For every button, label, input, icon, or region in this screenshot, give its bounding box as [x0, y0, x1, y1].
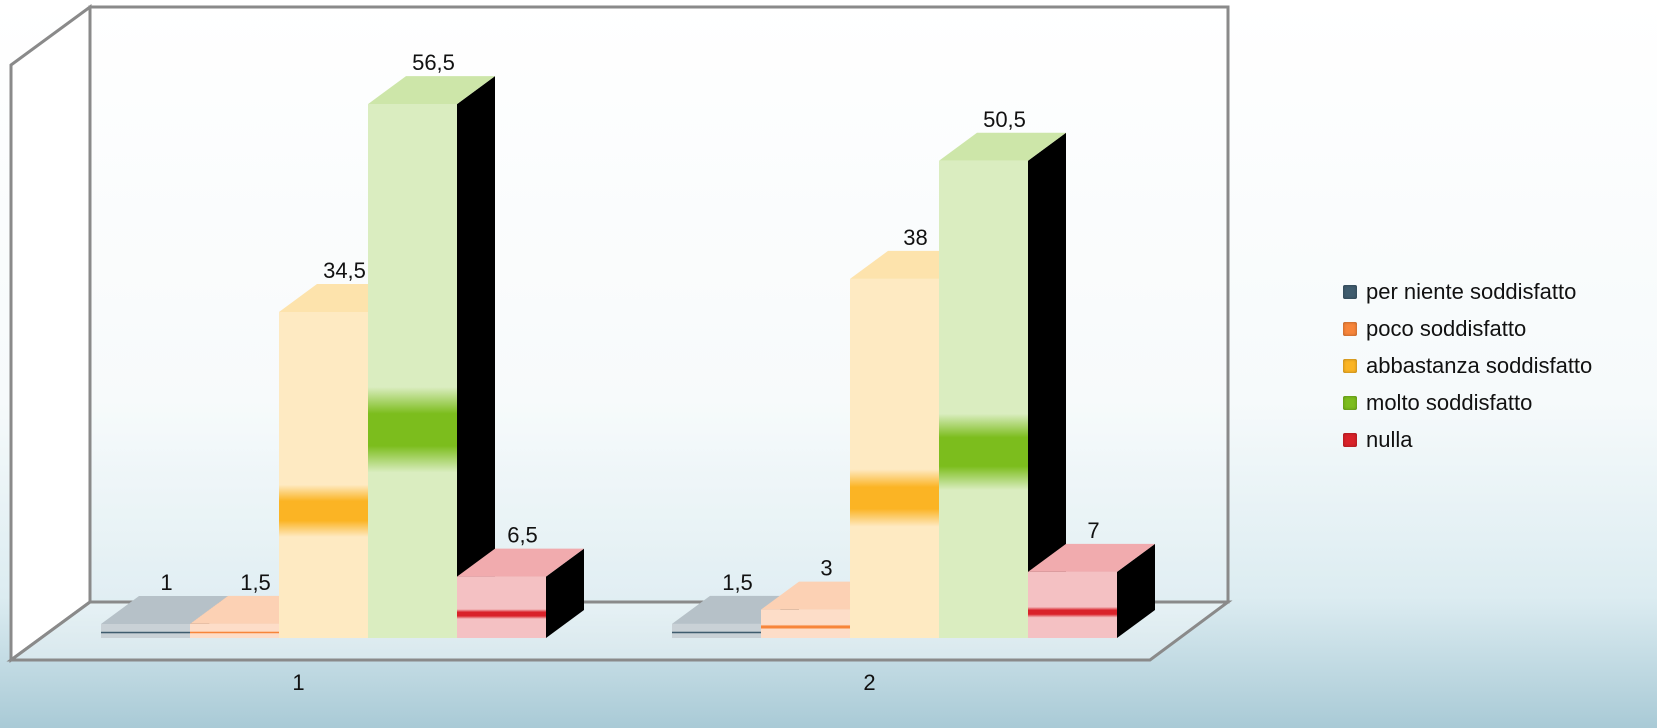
bar-front [368, 104, 457, 638]
legend-label: poco soddisfatto [1366, 315, 1527, 341]
legend-swatch [1343, 358, 1357, 373]
bar-front [672, 623, 761, 638]
legend-swatch [1343, 321, 1357, 336]
bar-nulla-2 [1028, 543, 1155, 638]
bar-nulla-1 [457, 548, 584, 638]
bar-front [190, 623, 279, 638]
legend-label: molto soddisfatto [1366, 389, 1533, 415]
bar-side [1117, 543, 1155, 638]
bar-top [457, 548, 584, 577]
data-label: 7 [1087, 518, 1099, 543]
legend-item-poco-soddisfatto: poco soddisfatto [1343, 315, 1592, 341]
chart-bars [101, 76, 1155, 638]
bar-side [457, 76, 495, 638]
data-label: 1,5 [722, 570, 753, 595]
legend: per niente soddisfatto poco soddisfatto … [1343, 278, 1593, 452]
bar-front [850, 278, 939, 638]
data-label: 56,5 [412, 50, 455, 75]
chart-labels: 1 1,5 34,5 56,5 6,5 1 1,5 3 38 50,5 7 2 [160, 50, 1099, 695]
bar-front [761, 609, 850, 638]
x-tick-label: 1 [292, 670, 304, 695]
left-wall [9, 4, 92, 663]
bar-top [101, 596, 228, 624]
data-label: 1,5 [240, 570, 271, 595]
bar-top [1028, 543, 1155, 572]
legend-item-abbastanza-soddisfatto: abbastanza soddisfatto [1343, 352, 1593, 378]
bar-front [1028, 571, 1117, 638]
legend-item-per-niente-soddisfatto: per niente soddisfatto [1343, 278, 1592, 304]
legend-label: nulla [1366, 426, 1413, 452]
bar-side [1028, 132, 1066, 638]
data-label: 6,5 [507, 523, 538, 548]
data-label: 1 [160, 570, 172, 595]
x-tick-label: 2 [863, 670, 875, 695]
data-label: 38 [903, 225, 927, 250]
bar-molto-soddisfatto-2 [939, 132, 1066, 638]
legend-label: per niente soddisfatto [1366, 278, 1577, 304]
bar-front [939, 160, 1028, 638]
legend-swatch [1343, 432, 1357, 447]
bar-front [101, 624, 190, 638]
legend-item-nulla: nulla [1343, 426, 1592, 452]
bar-side [546, 548, 584, 638]
legend-item-molto-soddisfatto: molto soddisfatto [1343, 389, 1592, 415]
legend-swatch [1343, 395, 1357, 410]
data-label: 50,5 [983, 107, 1026, 132]
legend-label: abbastanza soddisfatto [1366, 352, 1593, 378]
bar-molto-soddisfatto-1 [368, 76, 495, 638]
bar-front [279, 311, 368, 638]
data-label: 3 [820, 556, 832, 581]
bar-front [457, 576, 546, 638]
bar-top [368, 76, 495, 105]
legend-swatch [1343, 284, 1357, 299]
data-label: 34,5 [323, 258, 366, 283]
bar-top [939, 132, 1066, 161]
